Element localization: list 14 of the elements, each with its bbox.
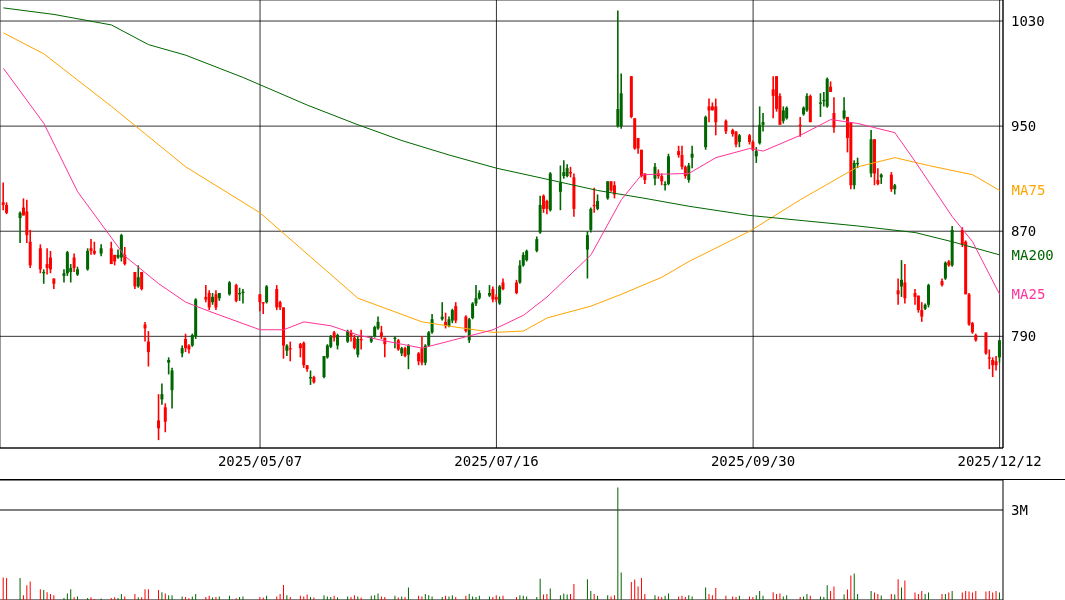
y-tick-label: 870 [1011, 223, 1037, 240]
series-label: MA200 [1011, 246, 1054, 263]
x-tick-label: 2025/09/30 [710, 452, 796, 469]
x-tick-label: 2025/07/16 [454, 452, 539, 469]
y-tick-label: 790 [1011, 328, 1037, 345]
y-tick-label: 950 [1011, 118, 1037, 135]
y-tick-label: 3M [1011, 501, 1028, 518]
x-tick-label: 2025/05/07 [217, 452, 303, 469]
candlestick [818, 92, 822, 118]
series-label: MA75 [1011, 182, 1046, 199]
y-tick-label: 1030 [1011, 12, 1045, 29]
line-series [2, 32, 1001, 333]
x-tick-label: 2025/12/12 [957, 452, 1042, 469]
series-label: MA25 [1011, 286, 1046, 303]
